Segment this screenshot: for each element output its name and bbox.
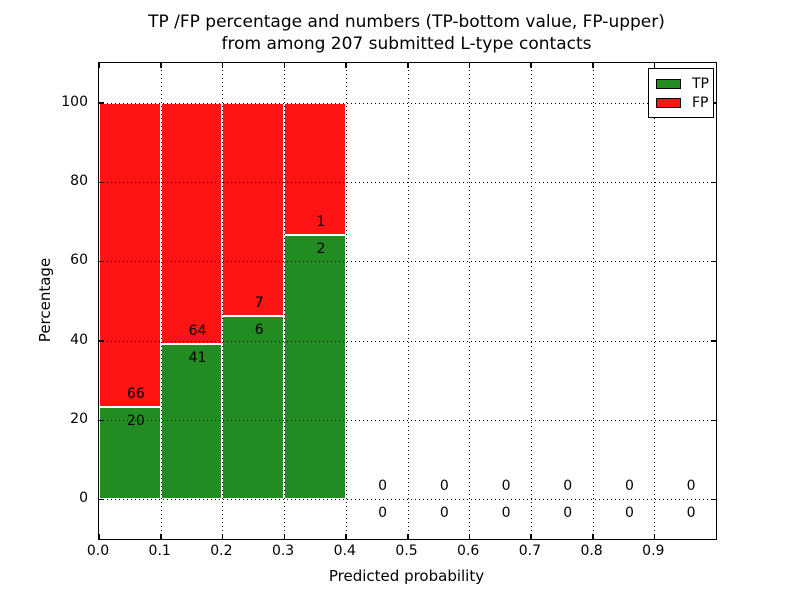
y-tick-mark — [711, 340, 716, 342]
chart-title-line2: from among 207 submitted L-type contacts — [221, 34, 592, 54]
legend-item-fp: FP — [656, 93, 709, 112]
y-tick-mark — [99, 419, 104, 421]
v-gridline — [654, 63, 656, 539]
x-tick-label: 0.5 — [395, 543, 418, 559]
fp-count-label: 0 — [563, 478, 573, 495]
x-tick-label: 0.1 — [148, 543, 171, 559]
x-tick-mark — [283, 63, 286, 68]
fp-count-label: 7 — [254, 295, 264, 312]
x-tick-label: 0.7 — [518, 543, 542, 559]
y-tick-mark — [99, 260, 104, 263]
x-tick-mark — [592, 534, 594, 539]
fp-swatch-icon — [656, 97, 681, 108]
x-tick-label: 0.6 — [457, 543, 480, 559]
tp-bar-segment — [160, 344, 223, 500]
y-tick-mark — [99, 498, 104, 501]
y-tick-label: 60 — [70, 252, 88, 269]
chart-title-line1: TP /FP percentage and numbers (TP-bottom… — [148, 12, 665, 32]
x-tick-mark — [592, 63, 594, 68]
v-gridline — [345, 63, 347, 539]
x-tick-mark — [653, 63, 656, 68]
y-tick-mark — [711, 181, 716, 183]
x-tick-mark — [530, 63, 532, 68]
x-tick-label: 0.9 — [642, 543, 665, 559]
x-tick-label: 0.2 — [210, 543, 233, 559]
tp-swatch-icon — [656, 78, 681, 89]
y-tick-mark — [99, 340, 104, 342]
x-tick-mark — [221, 534, 224, 539]
fp-count-label: 64 — [188, 323, 207, 340]
x-tick-mark — [468, 63, 471, 68]
tp-count-label: 41 — [188, 350, 207, 367]
tp-count-label: 0 — [378, 505, 388, 522]
tp-count-label: 6 — [254, 322, 264, 339]
tp-count-label: 0 — [439, 505, 449, 522]
tp-count-label: 2 — [316, 240, 326, 257]
fp-bar-segment — [160, 102, 223, 345]
tp-count-label: 0 — [624, 505, 634, 522]
tp-count-label: 0 — [501, 505, 511, 522]
fp-count-label: 0 — [378, 478, 388, 495]
x-tick-mark — [160, 534, 162, 539]
y-tick-label: 0 — [79, 490, 88, 507]
x-tick-mark — [345, 534, 347, 539]
legend-label-fp: FP — [692, 94, 709, 111]
fp-count-label: 0 — [624, 478, 634, 495]
legend-label-tp: TP — [692, 75, 709, 92]
x-tick-mark — [283, 534, 286, 539]
fp-count-label: 1 — [316, 213, 326, 230]
x-tick-label: 0.3 — [271, 543, 295, 559]
fp-count-label: 0 — [501, 478, 511, 495]
legend: TP FP — [648, 68, 714, 118]
x-tick-mark — [98, 534, 100, 539]
x-tick-mark — [530, 534, 532, 539]
fp-count-label: 0 — [686, 478, 696, 495]
x-tick-mark — [653, 534, 656, 539]
legend-item-tp: TP — [656, 74, 709, 93]
v-gridline — [222, 63, 224, 539]
x-tick-label: 0.0 — [86, 543, 110, 559]
fp-bar-segment — [222, 102, 285, 317]
x-tick-mark — [468, 534, 471, 539]
v-gridline — [160, 63, 162, 539]
x-tick-mark — [407, 534, 409, 539]
tp-count-label: 0 — [563, 505, 573, 522]
x-tick-mark — [345, 63, 347, 68]
tp-bar-segment — [222, 316, 285, 500]
v-gridline — [407, 63, 409, 539]
y-tick-label: 100 — [61, 93, 88, 110]
x-tick-mark — [160, 63, 162, 68]
v-gridline — [284, 63, 286, 539]
tp-count-label: 0 — [686, 505, 696, 522]
x-tick-label: 0.8 — [580, 543, 603, 559]
y-tick-mark — [99, 102, 104, 104]
fp-bar-segment — [284, 102, 346, 235]
v-gridline — [530, 63, 532, 539]
fp-bar-segment — [99, 102, 161, 408]
chart-title: TP /FP percentage and numbers (TP-bottom… — [98, 11, 715, 55]
x-tick-label: 0.4 — [333, 543, 356, 559]
tp-bar-segment — [99, 407, 161, 500]
v-gridline — [592, 63, 594, 539]
y-tick-label: 40 — [70, 331, 88, 348]
x-tick-mark — [98, 63, 100, 68]
y-tick-mark — [99, 181, 104, 183]
x-axis-label: Predicted probability — [328, 567, 485, 585]
y-tick-label: 80 — [70, 173, 88, 189]
y-tick-mark — [711, 260, 716, 263]
v-gridline — [469, 63, 471, 539]
y-tick-mark — [711, 498, 716, 501]
y-tick-label: 20 — [70, 411, 88, 427]
x-tick-mark — [221, 63, 224, 68]
tp-bar-segment — [284, 234, 346, 500]
plot-area: TP FP 66 20 64 41 7 6 1 2 0 0 0 0 0 0 0 0 0 0 0 0 — [98, 62, 717, 540]
fp-count-label: 66 — [126, 386, 145, 403]
x-tick-mark — [407, 63, 409, 68]
tp-count-label: 20 — [126, 413, 145, 430]
y-tick-mark — [711, 419, 716, 421]
fp-count-label: 0 — [439, 478, 449, 495]
